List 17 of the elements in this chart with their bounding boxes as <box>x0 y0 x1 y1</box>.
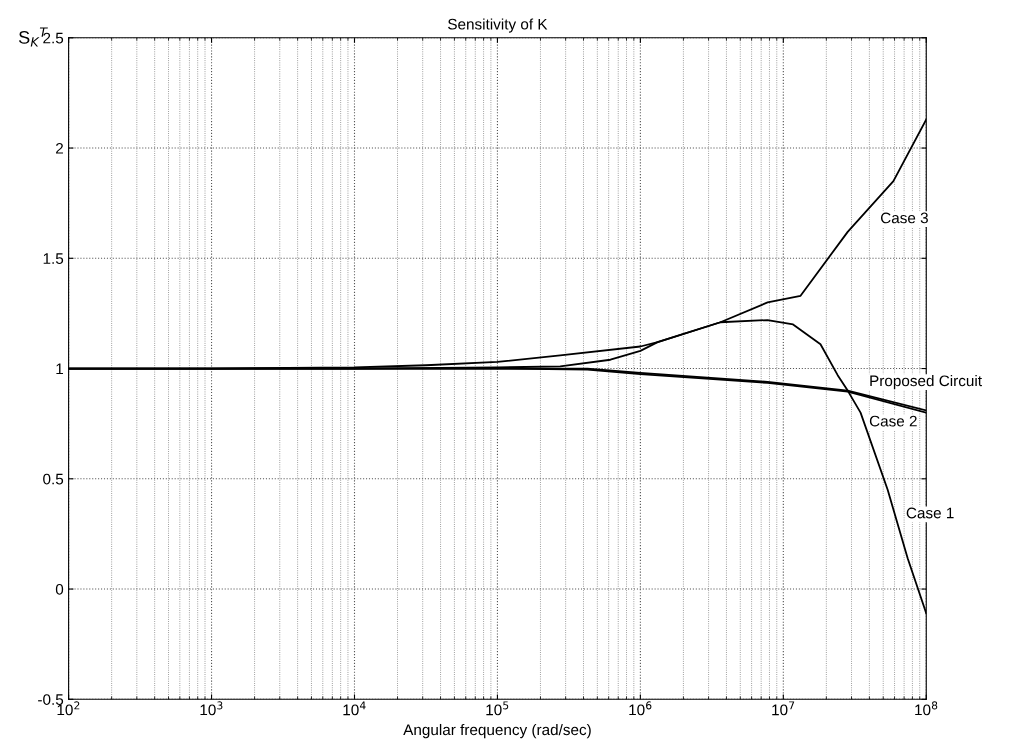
y-tick-label: 0.5 <box>43 473 64 485</box>
legend-label: Proposed Circuit <box>870 375 982 390</box>
y-tick-label: 2 <box>56 142 63 154</box>
x-axis-title: Angular frequency (rad/sec) <box>403 723 591 739</box>
x-tick-label: 10$^{5}$ <box>486 701 509 716</box>
y-tick-label: 1 <box>56 363 64 375</box>
x-tick-label: 10$^{4}$ <box>343 701 366 716</box>
y-tick-label: 0 <box>55 583 64 595</box>
y-tick-label: 1.5 <box>43 253 64 264</box>
series-label: Case 1 <box>906 507 954 519</box>
x-tick-label: 10$^{6}$ <box>629 701 652 716</box>
x-tick-label: 10$^{3}$ <box>200 701 223 716</box>
series-label: Case 3 <box>880 212 928 224</box>
x-tick-label: 10$^{8}$ <box>915 701 938 716</box>
series-label: Case 2 <box>869 415 917 427</box>
x-tick-label: 10$^{7}$ <box>772 701 795 716</box>
chart-title: Sensitivity of K <box>448 18 548 33</box>
